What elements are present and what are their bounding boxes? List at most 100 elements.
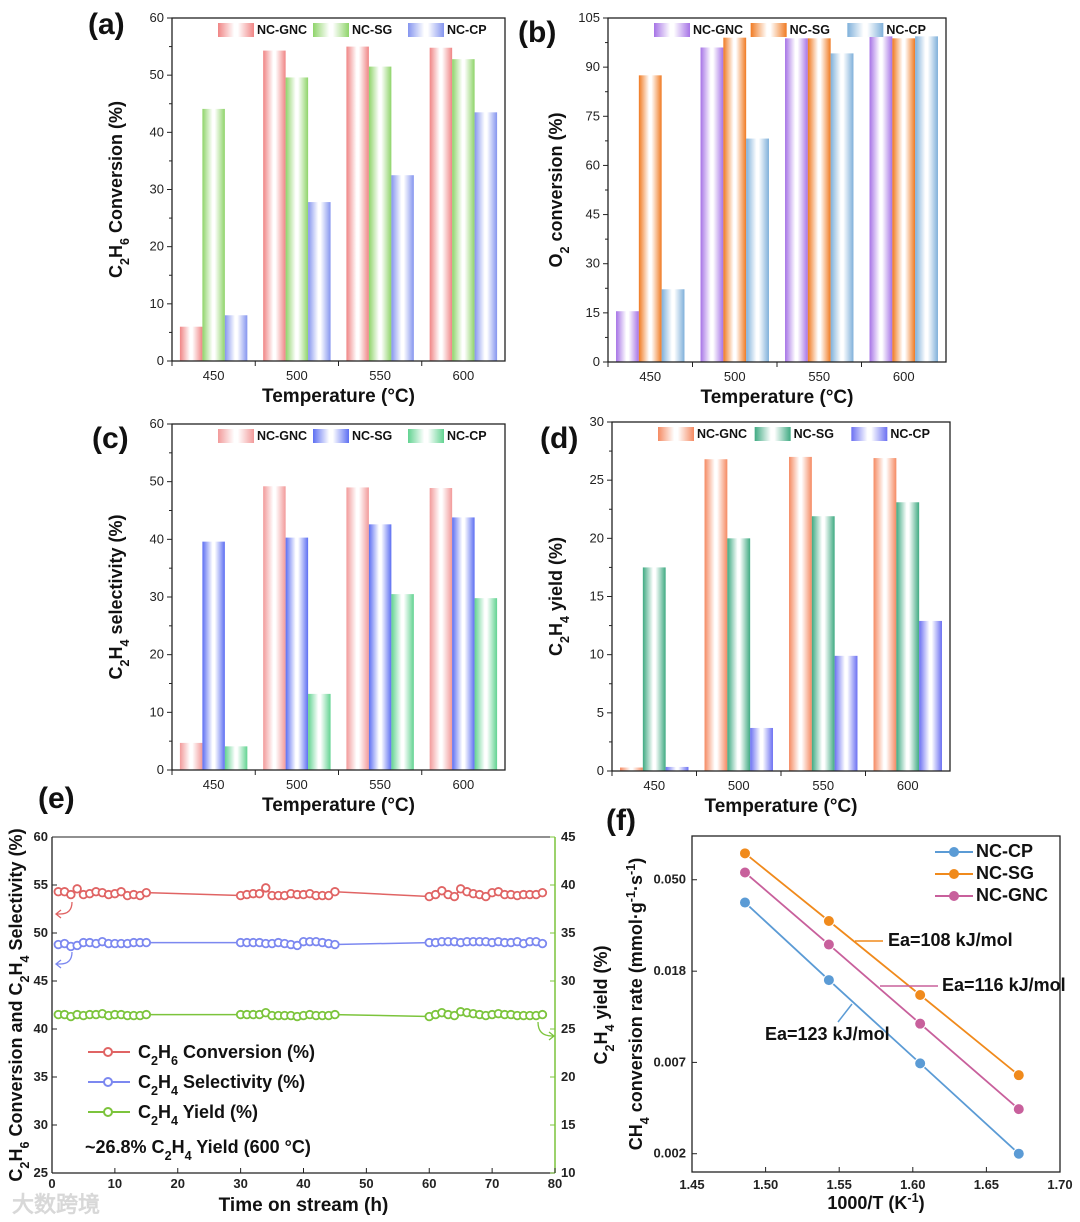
legend-swatch <box>754 427 791 441</box>
y-tick-label: 50 <box>150 474 164 489</box>
x-tick-label: 1.55 <box>827 1177 852 1192</box>
bar-nc-cp-500 <box>746 138 769 362</box>
legend-swatch <box>654 23 690 37</box>
y-axis-title: C2H6 Conversion (%) <box>106 101 132 278</box>
legend-label: NC-SG <box>352 23 392 37</box>
legend-label: NC-SG <box>352 429 392 443</box>
bar-nc-cp-450 <box>224 315 248 361</box>
x-axis-title: Temperature (°C) <box>705 796 858 817</box>
data-point <box>66 889 76 900</box>
y-axis-title-part: Selectivity (%) <box>6 828 26 955</box>
bar-nc-sg-450 <box>202 541 225 770</box>
legend-label: NC-CP <box>890 427 930 441</box>
y-tick-label: 30 <box>34 1117 48 1132</box>
data-point <box>1012 1147 1025 1160</box>
data-point <box>141 937 152 948</box>
y-right-tick-label: 40 <box>561 877 575 892</box>
x-axis-title-part: 1000/T (K <box>827 1193 907 1213</box>
panel-c: 0 10 20 30 40 50 60 450 500 550 600 Temperature (°C… <box>92 416 506 816</box>
y-axis-title-part: 4 <box>118 640 132 647</box>
data-point <box>738 896 751 909</box>
y-tick-label: 60 <box>34 829 48 844</box>
y-tick-label: 0 <box>593 354 600 369</box>
y-tick-label: 45 <box>34 973 48 988</box>
x-tick-label: 600 <box>453 368 475 383</box>
legend-marker <box>949 891 959 901</box>
y-axis-title-part: O <box>546 254 566 268</box>
series-line <box>744 871 1020 1110</box>
legend-label: NC-GNC <box>257 429 307 443</box>
y-right-axis-title-part: H <box>591 1032 611 1045</box>
data-point <box>738 847 751 860</box>
y-right-axis-title: C2H4 yield (%) <box>591 945 617 1064</box>
y-right-tick-label: 10 <box>561 1165 575 1180</box>
bar-nc-gnc-550 <box>785 38 808 363</box>
y-tick-label: 105 <box>578 10 600 25</box>
bar-nc-gnc-450 <box>179 742 203 770</box>
x-tick-label: 1.60 <box>900 1177 925 1192</box>
watermark: 大数跨境 <box>12 1192 100 1217</box>
bar-nc-sg-550 <box>811 516 835 771</box>
y-right-axis-title-part: 2 <box>603 1045 617 1052</box>
legend-label-part: 2 <box>151 1114 158 1128</box>
legend-label-part: H <box>158 1072 171 1092</box>
bar-nc-sg-600 <box>896 502 920 771</box>
data-point <box>537 887 548 898</box>
y-right-axis-title-part: 4 <box>603 1024 617 1031</box>
y-tick-label: 10 <box>590 647 604 662</box>
y-axis-title-part: -1 <box>624 891 638 902</box>
series-line <box>744 852 1020 1076</box>
y-axis-title-part: selectivity (%) <box>106 514 126 639</box>
bar-nc-sg-600 <box>892 38 916 363</box>
x-tick-label: 500 <box>286 777 308 792</box>
x-tick-label: 30 <box>233 1176 247 1191</box>
bar-nc-gnc-550 <box>346 46 369 361</box>
panel-label: (a) <box>88 8 125 41</box>
legend-marker <box>949 869 959 879</box>
legend-swatch <box>218 429 254 443</box>
bar-nc-sg-500 <box>727 538 751 771</box>
bar-nc-gnc-500 <box>700 47 724 362</box>
y-tick-label: 0 <box>157 762 164 777</box>
legend-label: NC-SG <box>976 863 1034 883</box>
bar-nc-cp-450 <box>661 289 685 362</box>
series-line <box>744 901 1020 1155</box>
y-tick-label: 45 <box>586 207 600 222</box>
bar-nc-gnc-500 <box>263 486 286 770</box>
y-axis-title-part: C <box>6 1169 26 1182</box>
y-axis-title-part: ·s <box>626 875 646 891</box>
data-point <box>822 974 835 987</box>
x-axis-title: 1000/T (K-1) <box>827 1191 924 1213</box>
y-tick-label: 5 <box>597 705 604 720</box>
y-tick-label: 15 <box>590 589 604 604</box>
bar-nc-sg-500 <box>285 537 309 770</box>
y-axis-title-part: H <box>546 623 566 636</box>
bar-nc-cp-450 <box>665 766 689 771</box>
panel-f: 0.002 0.007 0.018 0.050 1.45 1.50 1.55 1.60 1.65… <box>606 804 1073 1213</box>
data-point <box>330 887 340 897</box>
legend-label: NC-GNC <box>697 427 747 441</box>
y-tick-label: 30 <box>590 414 604 429</box>
x-tick-label: 600 <box>893 369 915 384</box>
y-tick-label: 55 <box>34 877 48 892</box>
bar-nc-sg-500 <box>723 37 747 363</box>
legend-label: C2H4 Yield (%) <box>138 1102 258 1128</box>
data-point <box>261 883 271 893</box>
bar-nc-sg-450 <box>642 567 666 771</box>
bar-nc-cp-550 <box>391 594 414 770</box>
x-tick-label: 550 <box>369 777 391 792</box>
x-tick-label: 550 <box>369 368 391 383</box>
bar-nc-gnc-600 <box>429 488 453 770</box>
x-tick-label: 500 <box>724 369 746 384</box>
data-point <box>914 988 927 1001</box>
y-axis-title-part: 4 <box>638 1117 652 1124</box>
data-point <box>141 887 152 898</box>
y-axis-title-part: C <box>106 667 126 680</box>
bar-nc-cp-600 <box>919 620 942 771</box>
x-tick-label: 40 <box>296 1176 310 1191</box>
legend-swatch <box>313 429 349 443</box>
x-tick-label: 600 <box>897 778 919 793</box>
y-axis-title-part: Conversion (%) <box>106 101 126 238</box>
legend-label: C2H6 Conversion (%) <box>138 1042 315 1068</box>
